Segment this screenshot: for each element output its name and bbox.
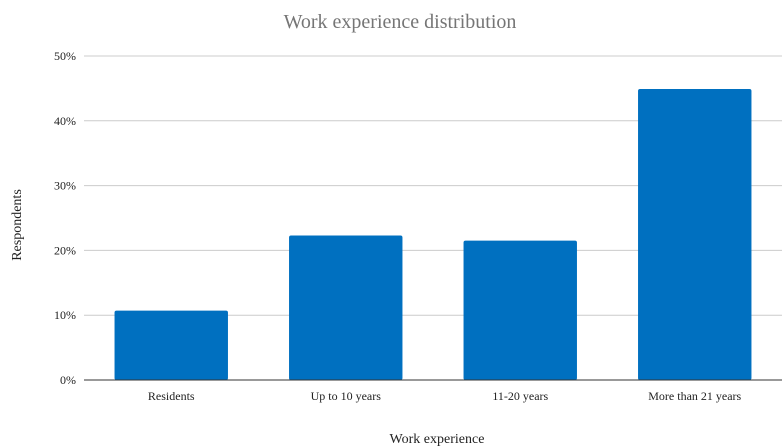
y-tick-label: 40%: [54, 114, 76, 128]
x-tick-label: Residents: [148, 389, 195, 403]
x-tick-label: More than 21 years: [648, 389, 741, 403]
y-tick-label: 10%: [54, 308, 76, 322]
y-tick-label: 30%: [54, 179, 76, 193]
y-axis-label: Respondents: [10, 189, 25, 261]
y-tick-label: 50%: [54, 49, 76, 63]
x-tick-label: Up to 10 years: [311, 389, 382, 403]
chart-title: Work experience distribution: [284, 11, 517, 33]
y-axis-ticks: 0% 10% 20% 30% 40% 50%: [54, 49, 76, 387]
x-axis-label: Work experience: [390, 432, 485, 447]
bar: [289, 235, 403, 380]
bar: [638, 89, 752, 380]
y-tick-label: 20%: [54, 243, 76, 257]
bar: [114, 310, 228, 380]
bar: [463, 240, 577, 380]
y-tick-label: 0%: [60, 373, 76, 387]
bars: [114, 89, 752, 380]
x-tick-label: 11-20 years: [492, 389, 548, 403]
x-axis-ticks: Residents Up to 10 years 11-20 years More t…: [148, 389, 742, 403]
